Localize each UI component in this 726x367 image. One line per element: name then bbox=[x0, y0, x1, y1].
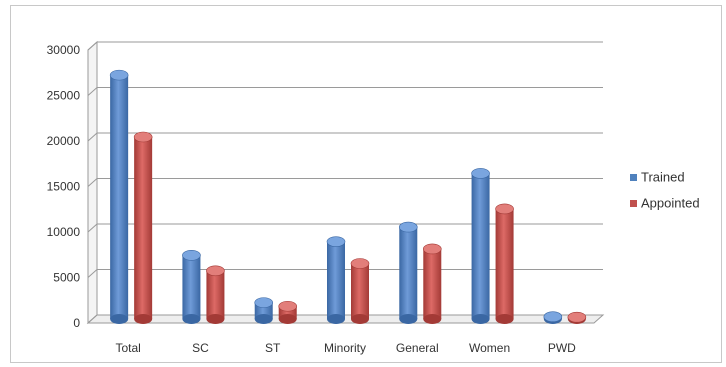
bar-body bbox=[134, 137, 153, 319]
bar-cap bbox=[567, 311, 587, 323]
bar-base bbox=[278, 314, 297, 324]
gridlines bbox=[87, 41, 603, 324]
bar-trained-st bbox=[254, 297, 274, 324]
bar-base bbox=[254, 314, 273, 324]
legend-swatch bbox=[630, 174, 637, 181]
bar-cap bbox=[182, 250, 201, 261]
bar-body bbox=[351, 263, 369, 319]
bar-cap bbox=[206, 265, 225, 277]
bar-trained-women bbox=[471, 168, 490, 324]
gridline-side bbox=[87, 269, 98, 278]
gridline-side bbox=[87, 178, 98, 187]
bar-base bbox=[110, 314, 129, 324]
x-tick-label: Women bbox=[469, 341, 510, 355]
bar-cap bbox=[278, 300, 298, 312]
bar-base bbox=[399, 314, 418, 324]
bar-body bbox=[399, 227, 418, 319]
x-tick-label: PWD bbox=[548, 341, 576, 355]
bar-cap bbox=[350, 258, 370, 269]
bar-base bbox=[423, 314, 442, 324]
y-tick-label: 25000 bbox=[47, 89, 81, 103]
bar-body bbox=[110, 75, 129, 320]
bar-body bbox=[182, 255, 201, 319]
bar-cap bbox=[254, 297, 274, 308]
bar-cap bbox=[471, 168, 490, 179]
bar-base bbox=[471, 314, 490, 324]
bar-body bbox=[327, 241, 345, 319]
bar-trained-sc bbox=[182, 250, 201, 324]
legend: Trained Appointed bbox=[630, 170, 700, 211]
gridline-side bbox=[87, 314, 98, 324]
bar-appointed-minority bbox=[350, 258, 370, 324]
gridline-side bbox=[87, 132, 98, 142]
bar-base bbox=[327, 314, 345, 324]
y-tick-label: 5000 bbox=[53, 271, 80, 285]
bar-trained-total bbox=[109, 69, 129, 324]
bar-base bbox=[182, 314, 201, 324]
bar-base bbox=[206, 314, 225, 324]
y-tick-label: 10000 bbox=[47, 225, 81, 239]
y-axis-ticks: 0 5000 10000 15000 20000 25000 30000 bbox=[47, 43, 81, 330]
bar-trained-pwd bbox=[543, 311, 563, 324]
x-tick-label: Minority bbox=[324, 341, 366, 355]
bar-body bbox=[471, 173, 490, 319]
bar-trained-general bbox=[398, 221, 418, 324]
bar-appointed-total bbox=[133, 131, 153, 324]
legend-label: Appointed bbox=[641, 196, 700, 211]
bar-appointed-women bbox=[495, 203, 514, 324]
bar-body bbox=[423, 248, 442, 319]
x-tick-label: Total bbox=[115, 341, 140, 355]
bar-body bbox=[206, 270, 225, 319]
gridline-side bbox=[87, 41, 98, 51]
floor bbox=[86, 314, 605, 324]
legend-label: Trained bbox=[641, 170, 685, 185]
bar-base bbox=[351, 314, 369, 324]
bar-appointed-st bbox=[278, 300, 298, 324]
x-axis-ticks: Total SC ST Minority General Women PWD bbox=[115, 341, 576, 355]
bar-appointed-pwd bbox=[567, 311, 587, 324]
gridline-side bbox=[87, 223, 98, 233]
y-tick-label: 15000 bbox=[47, 180, 81, 194]
x-tick-label: General bbox=[396, 341, 439, 355]
plot-walls bbox=[86, 40, 605, 325]
bar-appointed-general bbox=[422, 243, 442, 324]
bar-base bbox=[495, 314, 514, 324]
legend-swatch bbox=[630, 200, 637, 207]
x-tick-label: SC bbox=[192, 341, 209, 355]
bar-cap bbox=[495, 203, 514, 215]
y-tick-label: 30000 bbox=[47, 43, 81, 57]
y-tick-label: 0 bbox=[73, 316, 80, 330]
bar-cap bbox=[398, 221, 418, 233]
bar-base bbox=[134, 314, 153, 324]
bar-appointed-sc bbox=[206, 265, 225, 324]
bar-body bbox=[495, 208, 514, 319]
bar-cap bbox=[422, 243, 442, 255]
bar-cap bbox=[543, 311, 563, 323]
bar-cap bbox=[109, 69, 129, 81]
bar-cap bbox=[326, 236, 346, 247]
x-tick-label: ST bbox=[265, 341, 281, 355]
y-tick-label: 20000 bbox=[47, 134, 81, 148]
bar-trained-minority bbox=[326, 236, 346, 324]
bars bbox=[109, 69, 587, 324]
bar-cap bbox=[133, 131, 153, 143]
gridline-side bbox=[87, 87, 98, 96]
